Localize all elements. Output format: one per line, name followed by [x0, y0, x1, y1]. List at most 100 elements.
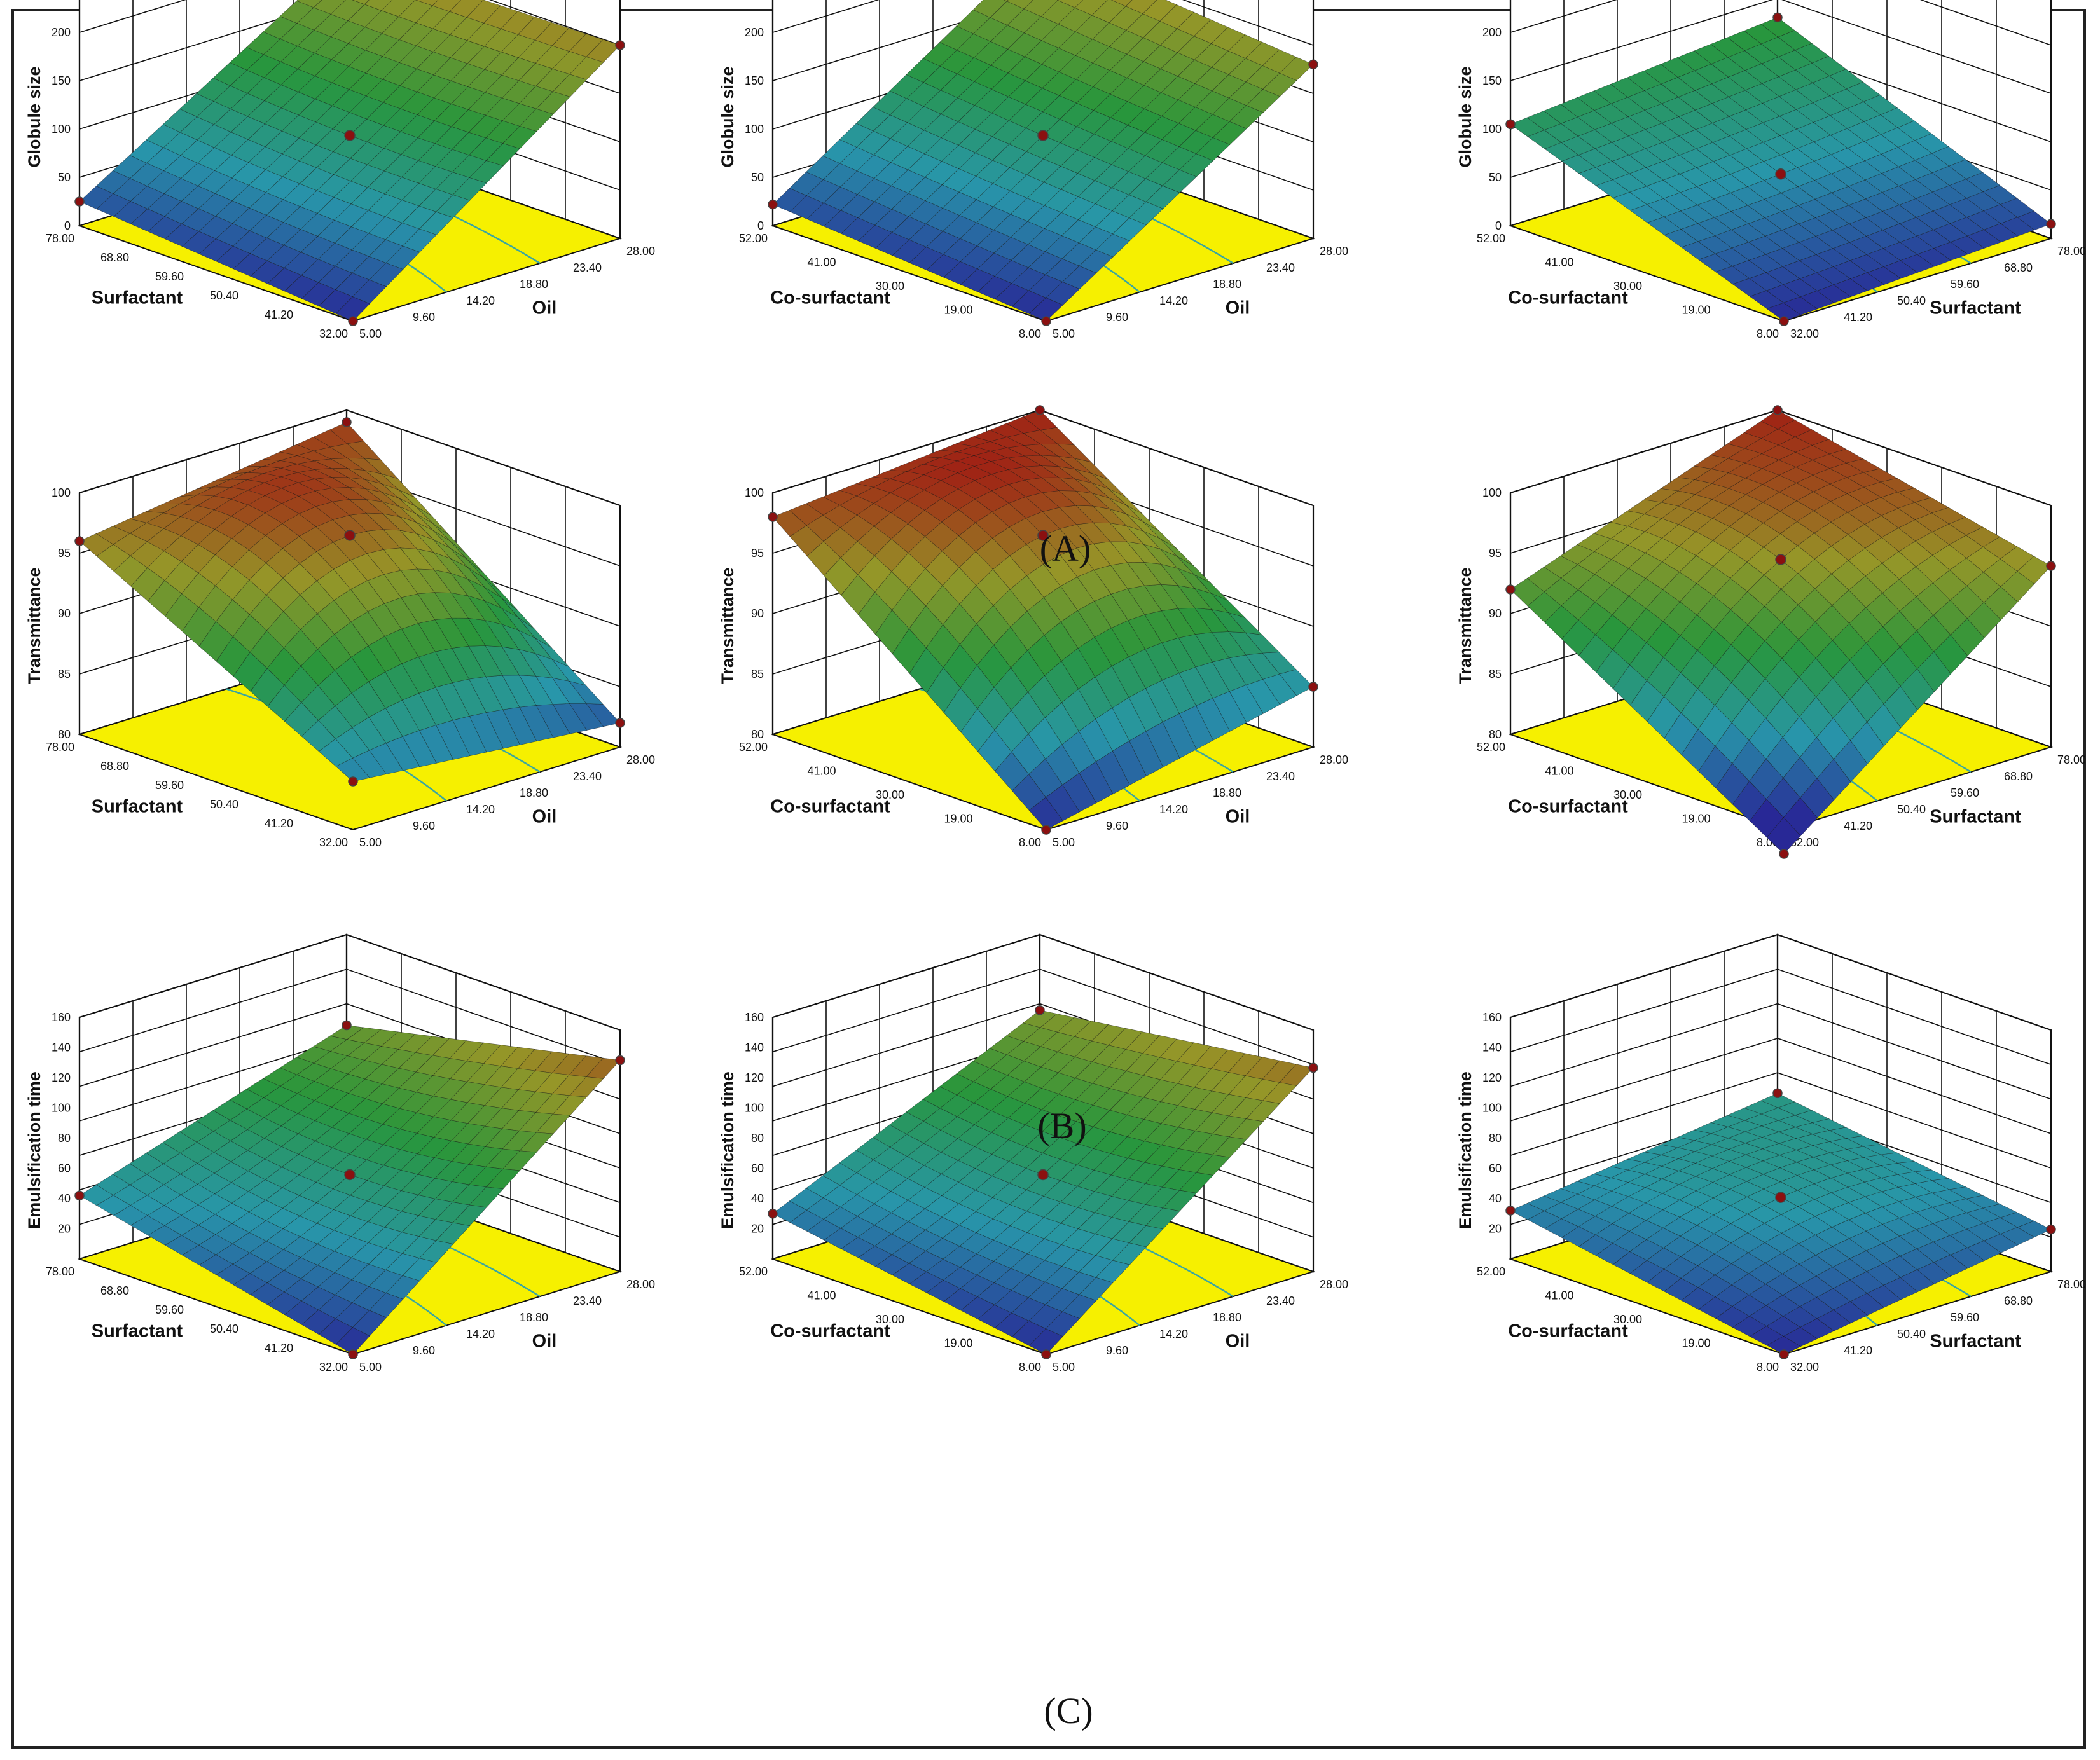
- x-tick-label: 52.00: [739, 232, 768, 245]
- row-label-c: (C): [1044, 1690, 1093, 1731]
- surface-panels: 050100150200250Globule size78.0068.8059.…: [25, 0, 2086, 1373]
- z-tick-label: 50: [751, 171, 764, 184]
- z-axis-label: Emulsification time: [1456, 1071, 1475, 1229]
- x-tick-label: 68.80: [100, 760, 129, 773]
- design-point: [348, 316, 358, 326]
- design-point: [1772, 1088, 1783, 1099]
- x-tick-label: 68.80: [100, 1284, 129, 1297]
- center-point: [344, 130, 356, 141]
- y-tick-label: 5.00: [359, 327, 382, 340]
- y-tick-label: 50.40: [1897, 1328, 1926, 1340]
- z-tick-label: 85: [1489, 668, 1502, 680]
- x-tick-label: 41.00: [807, 1289, 836, 1302]
- x-tick-label: 8.00: [1757, 327, 1779, 340]
- y-tick-label: 59.60: [1951, 1311, 1979, 1324]
- z-tick-label: 150: [1482, 74, 1502, 87]
- z-tick-label: 120: [745, 1071, 764, 1084]
- z-tick-label: 0: [64, 219, 71, 232]
- y-tick-label: 78.00: [2057, 1278, 2086, 1291]
- z-axis-label: Emulsification time: [718, 1071, 737, 1229]
- x-axis-label: Co-surfactant: [770, 288, 890, 308]
- z-tick-label: 200: [745, 26, 764, 39]
- response-surface: [1510, 409, 2052, 855]
- y-axis-label: Oil: [532, 807, 557, 827]
- y-tick-label: 5.00: [1053, 327, 1075, 340]
- design-point: [615, 718, 625, 728]
- x-tick-label: 32.00: [319, 836, 348, 849]
- center-point: [1775, 554, 1786, 565]
- panel-a3: 050100150200250Globule size52.0041.0030.…: [1456, 0, 2086, 340]
- y-axis-label: Surfactant: [1930, 807, 2021, 827]
- x-tick-label: 32.00: [319, 327, 348, 340]
- surface-patch: [79, 1185, 114, 1206]
- y-tick-label: 28.00: [626, 1278, 655, 1291]
- y-tick-label: 18.80: [520, 787, 548, 799]
- y-tick-label: 5.00: [359, 836, 382, 849]
- x-tick-label: 8.00: [1757, 1361, 1779, 1373]
- z-tick-label: 200: [52, 26, 71, 39]
- z-tick-label: 100: [745, 123, 764, 135]
- x-tick-label: 52.00: [739, 1265, 768, 1278]
- design-point: [1041, 316, 1051, 326]
- x-tick-label: 41.00: [807, 256, 836, 269]
- x-tick-label: 59.60: [155, 779, 184, 792]
- z-tick-label: 200: [1482, 26, 1502, 39]
- x-tick-label: 59.60: [155, 1303, 184, 1316]
- z-tick-label: 80: [751, 1132, 764, 1145]
- surface-patch: [772, 510, 807, 537]
- z-tick-label: 100: [745, 1102, 764, 1115]
- x-tick-label: 30.00: [1613, 280, 1642, 292]
- x-tick-label: 30.00: [1613, 788, 1642, 801]
- design-point: [1779, 1349, 1789, 1359]
- response-surface: [79, 0, 621, 322]
- response-surface: [1510, 1093, 2052, 1355]
- y-axis-label: Surfactant: [1930, 298, 2021, 319]
- x-tick-label: 41.20: [265, 308, 293, 321]
- design-point: [342, 1020, 352, 1031]
- surface-patch: [772, 188, 807, 212]
- y-axis-label: Oil: [532, 1331, 557, 1352]
- x-tick-label: 52.00: [1477, 1265, 1505, 1278]
- panel-c1: 20 40 60 80 100 120 140 160 Emulsification time 7…: [25, 933, 655, 1373]
- y-tick-label: 5.00: [1053, 836, 1075, 849]
- x-tick-label: 52.00: [739, 741, 768, 753]
- z-tick-label: 80: [58, 1132, 71, 1145]
- y-tick-label: 18.80: [520, 278, 548, 291]
- panel-b1: 80 85 90 95 100 Transmittance 78.00 68.80 59.60 5…: [25, 409, 655, 849]
- z-tick-label: 95: [58, 547, 71, 560]
- x-tick-label: 30.00: [1613, 1313, 1642, 1326]
- z-gridline: [1510, 0, 2052, 94]
- z-tick-label: 85: [751, 668, 764, 680]
- y-tick-label: 23.40: [573, 1295, 602, 1307]
- center-point: [1775, 168, 1786, 180]
- z-tick-label: 100: [52, 1102, 71, 1115]
- y-tick-label: 50.40: [1897, 803, 1926, 816]
- x-tick-label: 8.00: [1019, 836, 1041, 849]
- y-tick-label: 28.00: [626, 245, 655, 258]
- design-point: [2046, 219, 2056, 229]
- design-point: [348, 776, 358, 787]
- design-point: [1505, 584, 1516, 595]
- design-point: [768, 512, 778, 522]
- x-axis-label: Co-surfactant: [1508, 797, 1628, 817]
- y-tick-label: 9.60: [1106, 1344, 1128, 1357]
- design-point: [348, 1349, 358, 1359]
- z-tick-label: 90: [1489, 607, 1502, 620]
- z-tick-label: 60: [58, 1162, 71, 1175]
- design-point: [1505, 119, 1516, 130]
- design-point: [1035, 1005, 1045, 1015]
- z-tick-label: 100: [745, 486, 764, 499]
- x-tick-label: 41.00: [1545, 765, 1573, 778]
- z-tick-label: 50: [58, 171, 71, 184]
- y-tick-label: 9.60: [413, 1344, 435, 1357]
- y-tick-label: 78.00: [2057, 753, 2086, 766]
- x-tick-label: 50.40: [210, 1323, 238, 1335]
- x-tick-label: 19.00: [944, 1337, 972, 1350]
- design-point: [1772, 12, 1783, 23]
- z-tick-label: 120: [1482, 1071, 1502, 1084]
- x-tick-label: 78.00: [46, 741, 74, 753]
- z-axis-label: Emulsification time: [25, 1071, 44, 1229]
- surface-patch: [1510, 578, 1545, 607]
- z-tick-label: 90: [751, 607, 764, 620]
- x-tick-label: 19.00: [944, 813, 972, 825]
